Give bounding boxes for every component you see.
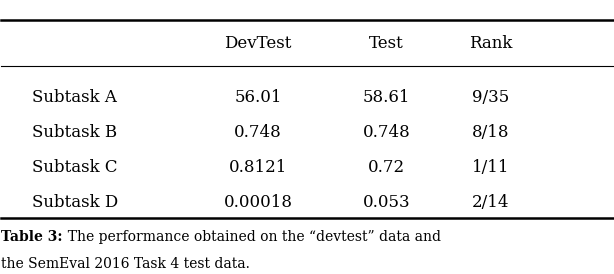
Text: The performance obtained on the “devtest” data and: The performance obtained on the “devtest…: [60, 230, 441, 244]
Text: Subtask D: Subtask D: [32, 195, 119, 212]
Text: Test: Test: [369, 35, 404, 52]
Text: 0.00018: 0.00018: [223, 195, 293, 212]
Text: 0.72: 0.72: [368, 159, 405, 176]
Text: 9/35: 9/35: [472, 89, 509, 106]
Text: 0.8121: 0.8121: [229, 159, 287, 176]
Text: DevTest: DevTest: [224, 35, 292, 52]
Text: 56.01: 56.01: [235, 89, 282, 106]
Text: 1/11: 1/11: [472, 159, 509, 176]
Text: 0.748: 0.748: [363, 124, 410, 141]
Text: Rank: Rank: [468, 35, 512, 52]
Text: 0.748: 0.748: [234, 124, 282, 141]
Text: the SemEval 2016 Task 4 test data.: the SemEval 2016 Task 4 test data.: [1, 257, 251, 271]
Text: Subtask A: Subtask A: [32, 89, 117, 106]
Text: 58.61: 58.61: [363, 89, 410, 106]
Text: 2/14: 2/14: [472, 195, 509, 212]
Text: Table 3:: Table 3:: [1, 230, 63, 244]
Text: 0.053: 0.053: [363, 195, 410, 212]
Text: Subtask C: Subtask C: [32, 159, 117, 176]
Text: 8/18: 8/18: [472, 124, 509, 141]
Text: Subtask B: Subtask B: [32, 124, 117, 141]
